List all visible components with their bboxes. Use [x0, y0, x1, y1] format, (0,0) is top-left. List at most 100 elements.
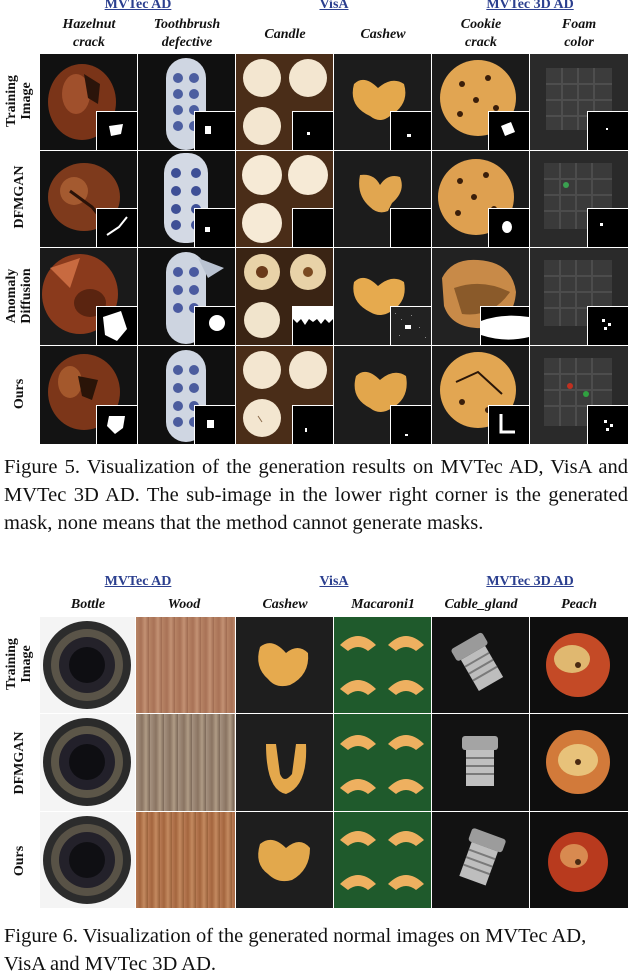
fig5-category-line: crack [73, 35, 105, 50]
fig6-row-label-dfmgan: DFMGAN [12, 715, 28, 811]
fig5-category-line: color [564, 35, 594, 50]
fig6-row-label-line: Training [4, 638, 19, 690]
fig5-image-candle-dfmgan [236, 151, 333, 247]
generated-mask [96, 111, 137, 150]
fig5-row-label-line: Ours [12, 378, 27, 410]
fig5-row-label-line: DFMGAN [12, 165, 27, 229]
fig5-image-cashew-dfmgan [334, 151, 431, 247]
fig5-image-hazelnut-dfmgan [40, 151, 137, 247]
fig5-image-toothbrush-dfmgan [138, 151, 235, 247]
fig5-image-foam-training [530, 54, 628, 150]
fig5-row-label-anomaly: Anomaly Diffusion [4, 248, 36, 344]
fig6-row-label-line: DFMGAN [12, 731, 27, 795]
fig6-category-cable-gland: Cable_gland [444, 597, 518, 612]
generated-mask [194, 306, 235, 345]
generated-mask [292, 111, 333, 150]
generated-mask [488, 208, 529, 247]
fig6-image-cashew-ours [236, 812, 333, 908]
fig5-image-cookie-anomaly [432, 248, 529, 345]
fig5-image-cashew-anomaly [334, 248, 431, 345]
generated-mask [96, 405, 137, 444]
fig5-image-candle-anomaly [236, 248, 333, 345]
fig5-category-candle: Candle [236, 26, 334, 44]
fig5-category-cashew: Cashew [334, 26, 432, 44]
fig6-group-visa: VisA [319, 574, 349, 589]
fig6-image-peach-ours [530, 812, 628, 908]
generated-mask [194, 111, 235, 150]
fig6-image-macaroni-ours [334, 812, 431, 908]
fig5-row-label-dfmgan: DFMGAN [12, 149, 28, 245]
fig5-image-cashew-training [334, 54, 431, 150]
fig5-image-candle-ours [236, 346, 333, 444]
fig6-image-cashew-dfmgan [236, 714, 333, 811]
fig6-row-label-training: Training Image [4, 616, 36, 712]
fig5-category-line: crack [465, 35, 497, 50]
fig6-image-macaroni-dfmgan [334, 714, 431, 811]
fig5-row-label-line: Anomaly [4, 268, 19, 324]
fig6-group-mvtec3d: MVTec 3D AD [486, 574, 574, 589]
fig5-row-label-line: Image [19, 82, 34, 120]
figure5-caption: Figure 5. Visualization of the generatio… [4, 456, 628, 534]
fig5-category-line: Toothbrush [153, 17, 221, 32]
fig5-category-hazelnut: Hazelnut crack [40, 16, 138, 52]
fig5-category-line: Hazelnut [62, 17, 116, 32]
fig5-image-cookie-ours [432, 346, 529, 444]
fig5-row-label-ours: Ours [12, 346, 28, 442]
fig5-image-hazelnut-ours [40, 346, 137, 444]
generated-mask [96, 306, 137, 345]
generated-mask [480, 306, 529, 345]
generated-mask [194, 405, 235, 444]
fig6-category-macaroni: Macaroni1 [351, 597, 415, 612]
generated-mask [587, 208, 628, 247]
fig6-row-label-line: Ours [12, 845, 27, 877]
generated-mask [194, 208, 235, 247]
fig5-group-visa: VisA [319, 0, 349, 12]
fig5-image-hazelnut-training [40, 54, 137, 150]
fig5-category-toothbrush: Toothbrush defective [138, 16, 236, 52]
generated-mask [587, 405, 628, 444]
fig5-image-candle-training [236, 54, 333, 150]
fig5-image-toothbrush-ours [138, 346, 235, 444]
fig6-image-bottle-ours [40, 812, 135, 908]
fig6-category-wood: Wood [167, 597, 201, 612]
fig5-image-foam-anomaly [530, 248, 628, 345]
fig5-category-line: Cookie [460, 17, 502, 32]
fig5-row-label-training: Training Image [4, 53, 36, 149]
fig6-image-cable-gland-dfmgan [432, 714, 529, 811]
fig5-category-foam: Foam color [530, 16, 628, 52]
fig5-category-line: Foam [561, 17, 597, 32]
fig6-image-wood-dfmgan [136, 714, 235, 811]
generated-mask [390, 208, 431, 247]
fig5-group-mvtec: MVTec AD [104, 0, 172, 12]
fig5-image-cookie-dfmgan [432, 151, 529, 247]
fig6-row-label-line: Image [19, 645, 34, 683]
fig6-category-cashew: Cashew [262, 597, 308, 612]
fig5-image-hazelnut-anomaly [40, 248, 137, 345]
generated-mask [292, 306, 333, 345]
generated-mask [292, 208, 333, 247]
generated-mask [292, 405, 333, 444]
fig6-category-peach: Peach [561, 597, 597, 612]
fig5-category-line: defective [161, 35, 213, 50]
generated-mask [587, 306, 628, 345]
fig5-image-foam-dfmgan [530, 151, 628, 247]
generated-mask [390, 111, 431, 150]
generated-mask [96, 208, 137, 247]
generated-mask [488, 111, 529, 150]
fig6-row-label-ours: Ours [12, 813, 28, 909]
fig6-image-bottle-dfmgan [40, 714, 135, 811]
fig6-image-cable-gland-training [432, 617, 529, 713]
fig5-image-foam-ours [530, 346, 628, 444]
fig5-image-toothbrush-anomaly [138, 248, 235, 345]
fig6-image-wood-training [136, 617, 235, 713]
generated-mask [390, 306, 431, 345]
fig5-category-line: Cashew [360, 27, 406, 42]
fig6-image-macaroni-training [334, 617, 431, 713]
generated-mask [587, 111, 628, 150]
generated-mask [390, 405, 431, 444]
fig6-category-bottle: Bottle [70, 597, 106, 612]
fig6-image-cable-gland-ours [432, 812, 529, 908]
fig5-group-mvtec3d: MVTec 3D AD [486, 0, 574, 12]
fig5-category-line: Candle [264, 27, 306, 42]
fig5-image-cashew-ours [334, 346, 431, 444]
